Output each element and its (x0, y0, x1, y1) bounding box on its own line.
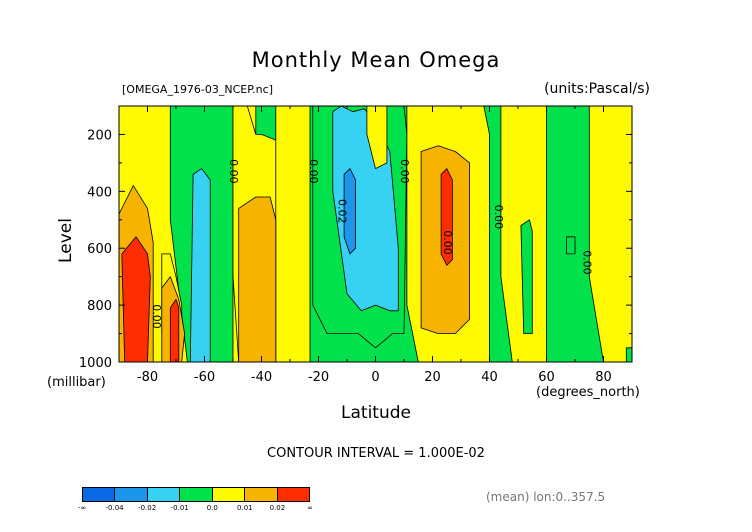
y-tick-label: 600 (87, 242, 112, 257)
colorbar-label-4: 0.0 (206, 504, 218, 512)
contour-region-22 (625, 347, 632, 362)
contour-label-0: 0.00 (227, 159, 240, 184)
colorbar-swatch-1 (114, 488, 147, 501)
colorbar-swatch-4 (211, 488, 245, 501)
contour-region-20 (520, 219, 533, 335)
contour-region-16 (440, 168, 453, 266)
x-tick-label: 80 (595, 370, 612, 385)
x-tick-label: -60 (194, 370, 215, 385)
y-tick-label: 200 (87, 128, 112, 143)
contour-region-13 (343, 168, 357, 255)
colorbar (82, 487, 310, 502)
colorbar-swatch-0 (83, 488, 115, 501)
colorbar-label-0: -∞ (77, 504, 87, 512)
contour-region-19 (366, 106, 388, 170)
y-tick-label: 1000 (79, 356, 112, 371)
contour-region-3 (275, 106, 311, 362)
footer-note: (mean) lon:0..357.5 (486, 490, 606, 504)
contour-label-layer: 0.00 0.00 0.02 0.00 0.00 0.00 0.00 0.00 (150, 159, 593, 329)
axes-layer: -80 -60 -40 -20 0 20 40 60 80 200 400 600 800 1000 (79, 105, 633, 385)
contour-interval-label: CONTOUR INTERVAL = 1.000E-02 (267, 446, 485, 461)
contour-label-5: 0.00 (492, 205, 505, 230)
colorbar-swatch-6 (276, 488, 309, 501)
colorbar-label-6: 0.02 (269, 504, 286, 512)
units-label: (units:Pascal/s) (544, 81, 650, 97)
x-tick-label: 60 (538, 370, 555, 385)
contour-label-3: 0.00 (398, 159, 411, 184)
contour-label-1: 0.00 (307, 159, 320, 184)
x-tick-label: -40 (251, 370, 272, 385)
x-tick-label: 0 (371, 370, 379, 385)
source-file-label: [OMEGA_1976-03_NCEP.nc] (122, 83, 273, 96)
x-tick-label: 20 (424, 370, 441, 385)
y-tick-label: 400 (87, 185, 112, 200)
contour-region-9 (169, 298, 180, 362)
x-tick-label: 40 (481, 370, 498, 385)
x-tick-label: -80 (137, 370, 158, 385)
colorbar-label-5: 0.01 (237, 504, 253, 512)
x-axis-unit: (degrees_north) (536, 385, 640, 400)
x-tick-label: -20 (308, 370, 329, 385)
contour-label-2: 0.02 (335, 199, 348, 224)
colorbar-swatch-5 (244, 488, 277, 501)
x-axis-label: Latitude (341, 403, 411, 423)
contour-region-7 (238, 196, 277, 362)
colorbar-swatch-3 (179, 488, 212, 501)
contour-label-7: 0.00 (150, 304, 163, 329)
colorbar-label-3: -0.01 (170, 504, 189, 512)
contour-region-18 (588, 106, 632, 362)
colorbar-label-2: -0.02 (138, 504, 157, 512)
contour-label-6: 0.00 (581, 250, 594, 275)
colorbar-label-1: -0.04 (105, 504, 124, 512)
contour-region-21 (566, 236, 576, 255)
y-axis-unit: (millibar) (47, 375, 106, 390)
chart-title: Monthly Mean Omega (251, 48, 501, 72)
contour-region-10 (189, 168, 211, 362)
colorbar-swatch-2 (146, 488, 180, 501)
colorbar-label-7: ∞ (307, 504, 313, 512)
contour-region-8 (121, 236, 151, 362)
y-axis-label: Level (55, 218, 76, 263)
y-tick-label: 800 (87, 299, 112, 314)
contour-label-4: 0.00 (441, 230, 454, 255)
contour-fill-layer (119, 106, 632, 362)
